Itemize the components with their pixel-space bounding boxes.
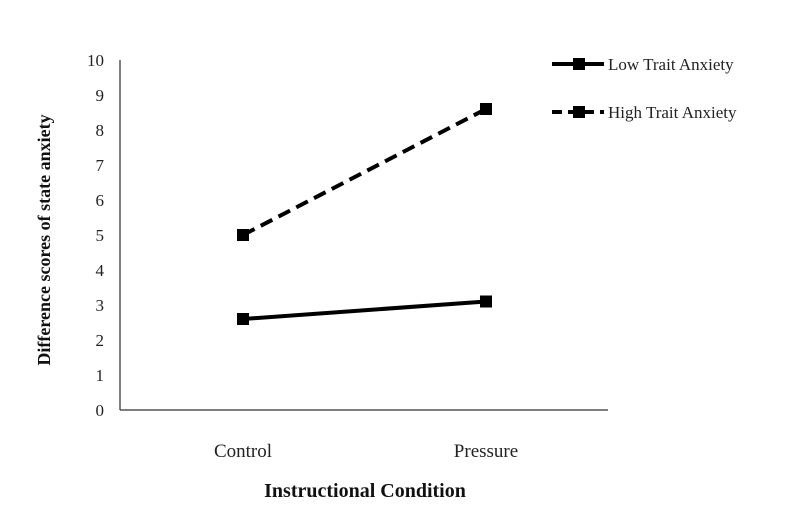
legend-label: Low Trait Anxiety bbox=[608, 55, 734, 74]
y-tick-label: 0 bbox=[96, 401, 105, 420]
legend-label: High Trait Anxiety bbox=[608, 103, 737, 122]
y-tick-label: 4 bbox=[96, 261, 105, 280]
legend: Low Trait Anxiety High Trait Anxiety bbox=[552, 55, 737, 122]
series-line bbox=[242, 107, 487, 237]
y-tick-labels: 0 1 2 3 4 5 6 7 8 9 10 bbox=[87, 51, 105, 420]
y-tick-label: 3 bbox=[96, 296, 105, 315]
y-tick-label: 6 bbox=[96, 191, 105, 210]
y-tick-label: 1 bbox=[96, 366, 105, 385]
y-tick-label: 5 bbox=[96, 226, 105, 245]
x-tick-label: Control bbox=[214, 441, 272, 462]
x-tick-label: Pressure bbox=[454, 441, 518, 462]
legend-marker bbox=[573, 106, 585, 118]
legend-item: Low Trait Anxiety bbox=[552, 55, 734, 74]
series-line bbox=[242, 299, 487, 321]
series-high-trait-anxiety bbox=[237, 103, 492, 241]
data-point-marker bbox=[237, 229, 249, 241]
data-point-marker bbox=[480, 103, 492, 115]
x-tick-labels: Control Pressure bbox=[214, 441, 518, 462]
y-tick-label: 8 bbox=[96, 121, 105, 140]
data-point-marker bbox=[237, 313, 249, 325]
x-axis-title: Instructional Condition bbox=[264, 480, 466, 502]
legend-marker bbox=[573, 58, 585, 70]
y-axis-title: Difference scores of state anxiety bbox=[34, 114, 54, 365]
data-point-marker bbox=[480, 295, 492, 308]
y-tick-label: 9 bbox=[96, 86, 105, 105]
y-tick-label: 2 bbox=[96, 331, 105, 350]
series bbox=[237, 103, 492, 325]
legend-item: High Trait Anxiety bbox=[552, 103, 737, 122]
series-low-trait-anxiety bbox=[237, 295, 492, 325]
y-tick-label: 10 bbox=[87, 51, 104, 70]
y-tick-label: 7 bbox=[96, 156, 105, 175]
